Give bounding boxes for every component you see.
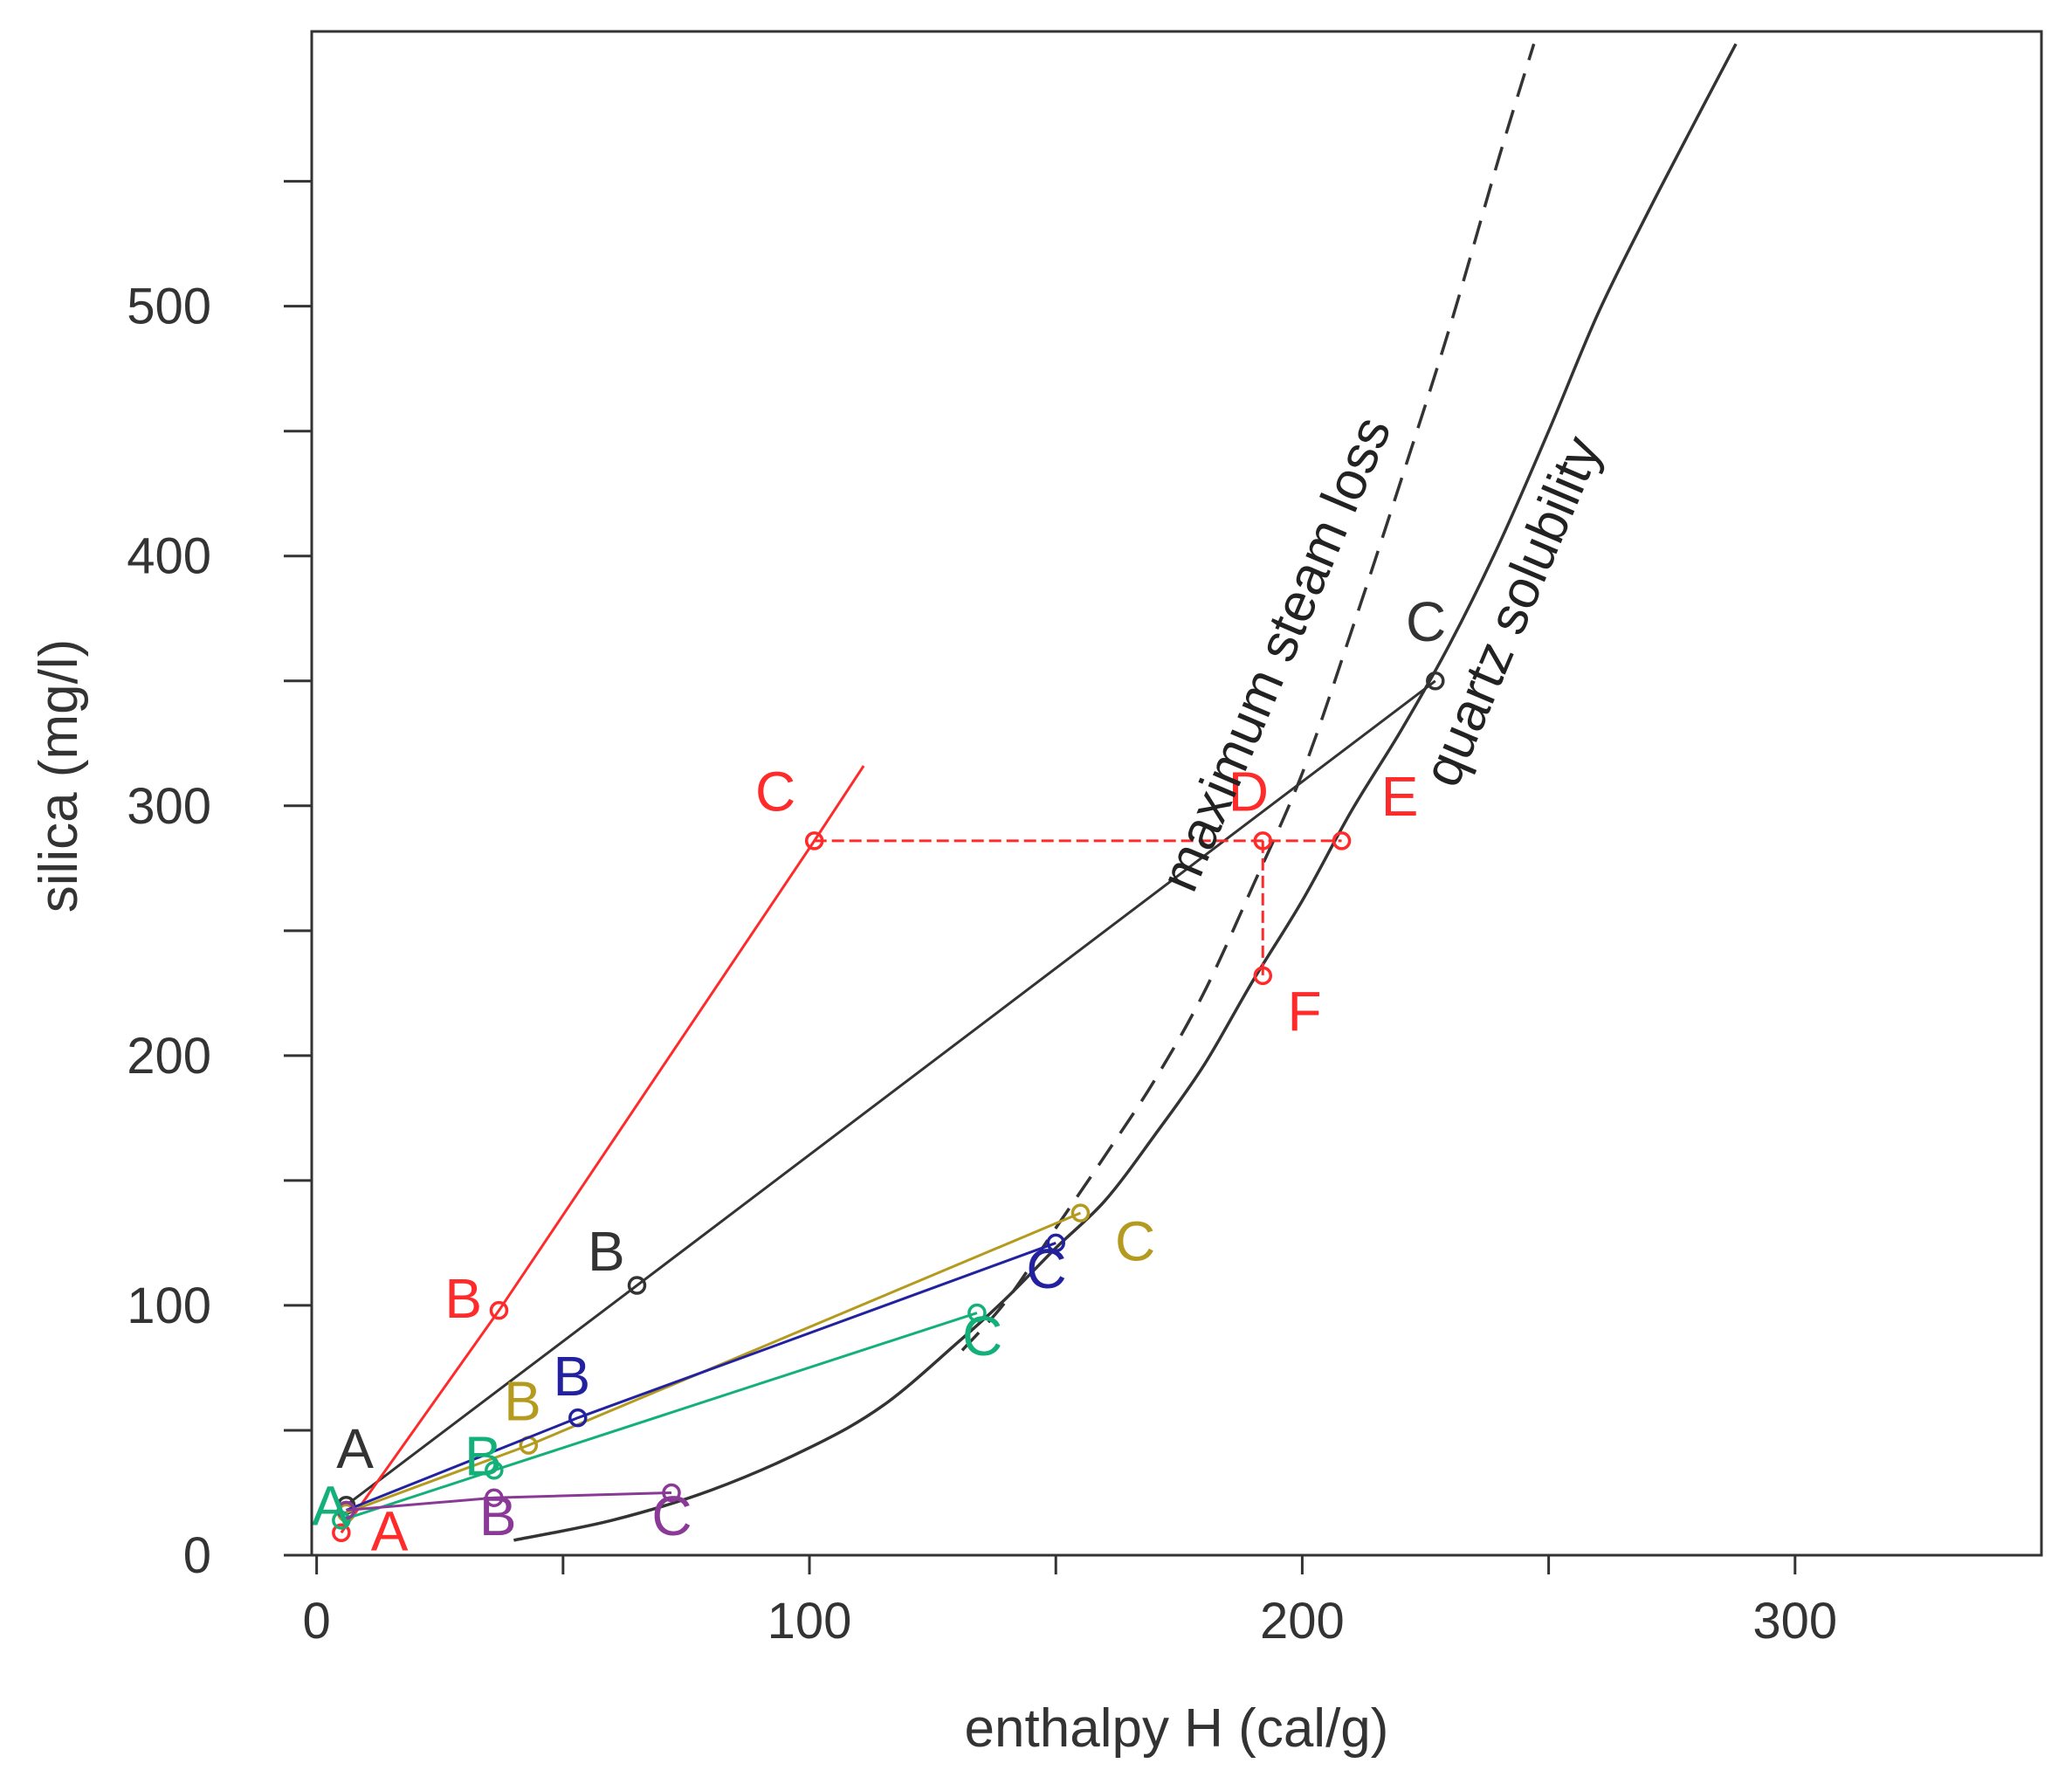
point-label: C [1026, 1237, 1066, 1300]
x-tick-label: 0 [303, 1593, 331, 1650]
data-point-green [967, 1303, 987, 1323]
y-axis-title: silica (mg/l) [29, 639, 89, 913]
axis-ticks: 0 100 200 300 0 100 200 300 400 500 [127, 180, 1837, 1650]
point-label: A [371, 1499, 409, 1562]
series-line-gold [345, 1211, 1082, 1514]
point-label: C [651, 1484, 692, 1547]
data-point-red-ext [1332, 831, 1352, 851]
y-tick-label: 300 [127, 778, 211, 835]
y-tick-label: 400 [127, 528, 211, 585]
y-tick-label: 100 [127, 1278, 211, 1334]
series-line-red [340, 765, 865, 1534]
series-line-blue [345, 1242, 1057, 1512]
data-point-red [332, 1523, 351, 1543]
series-layer [332, 672, 1445, 1543]
point-label: C [1406, 590, 1446, 653]
curves-layer [513, 43, 1738, 1542]
y-tick-label: 200 [127, 1028, 211, 1085]
data-point-purple [662, 1483, 681, 1503]
data-point-black [1426, 672, 1445, 691]
point-label: A [312, 1475, 349, 1538]
series-line-purple [346, 1491, 672, 1512]
series-line-green [341, 1312, 978, 1522]
x-tick-label: 200 [1260, 1593, 1345, 1650]
data-point-black [627, 1276, 647, 1295]
quartz-solubility-curve [513, 43, 1738, 1542]
series-line-black [345, 679, 1436, 1506]
data-point-green [332, 1511, 351, 1530]
point-label: B [479, 1484, 517, 1547]
plot-frame [310, 30, 2043, 1557]
point-label: A [336, 1417, 374, 1480]
data-point-blue [568, 1408, 588, 1428]
x-axis-title: enthalpy H (cal/g) [965, 1698, 1389, 1759]
maximum-steam-loss-curve [960, 43, 1536, 1352]
point-label: B [504, 1370, 541, 1433]
data-point-red-drop [1253, 966, 1273, 986]
data-point-purple [336, 1500, 356, 1520]
data-point-blue [1046, 1233, 1065, 1253]
data-point-red [489, 1300, 509, 1320]
data-point-green [485, 1460, 504, 1480]
y-tick-label: 0 [183, 1527, 211, 1584]
point-label: C [1115, 1209, 1155, 1272]
point-label: B [554, 1345, 591, 1408]
point-label: E [1381, 765, 1419, 828]
x-tick-label: 100 [768, 1593, 852, 1650]
x-tick-label: 300 [1752, 1593, 1837, 1650]
data-point-purple [485, 1488, 504, 1507]
point-label: F [1287, 980, 1321, 1043]
point-label: C [755, 761, 795, 823]
point-label: B [465, 1424, 502, 1487]
y-tick-label: 500 [127, 279, 211, 335]
point-label: B [444, 1267, 482, 1330]
data-point-gold [1070, 1203, 1091, 1223]
point-label: D [1229, 761, 1269, 823]
point-label: C [962, 1305, 1002, 1367]
point-label: B [588, 1220, 625, 1283]
